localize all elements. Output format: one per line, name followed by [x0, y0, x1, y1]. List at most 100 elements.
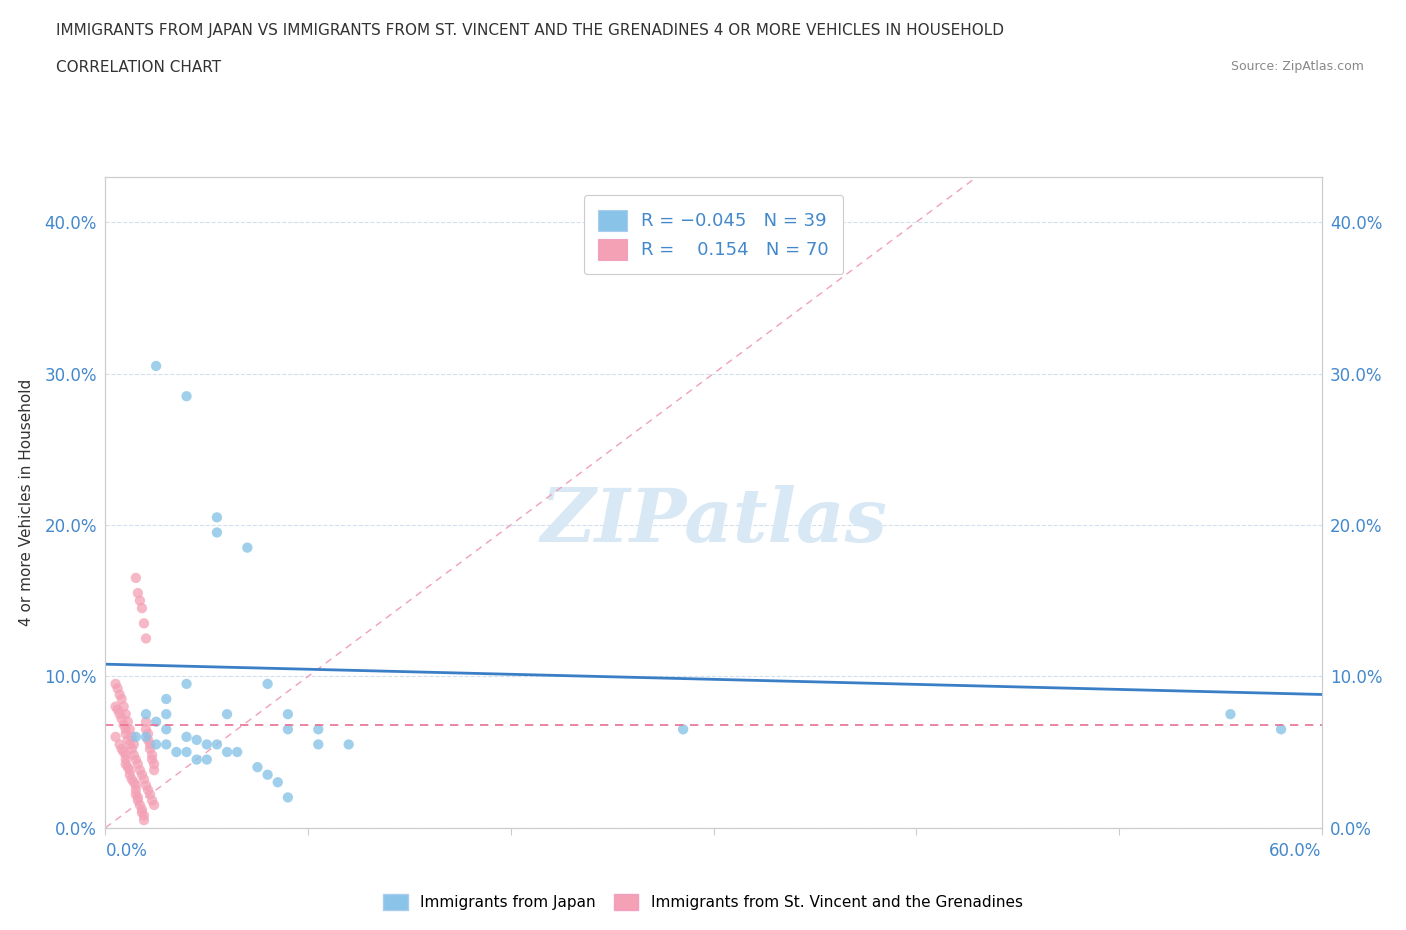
Point	[125, 570, 148, 585]
Point	[136, 733, 159, 748]
Point	[176, 676, 198, 691]
Point	[217, 745, 239, 760]
Point	[131, 805, 153, 820]
Point	[114, 748, 136, 763]
Point	[135, 729, 157, 744]
Text: 60.0%: 60.0%	[1270, 842, 1322, 859]
Point	[122, 775, 145, 790]
Point	[112, 717, 135, 732]
Point	[114, 757, 136, 772]
Point	[1219, 707, 1241, 722]
Point	[176, 389, 198, 404]
Point	[125, 777, 148, 792]
Point	[129, 798, 152, 813]
Point	[104, 676, 127, 691]
Point	[114, 726, 136, 741]
Point	[112, 699, 135, 714]
Point	[145, 358, 167, 373]
Point	[108, 707, 131, 722]
Point	[135, 722, 157, 737]
Point	[135, 707, 157, 722]
Point	[186, 752, 208, 767]
Point	[205, 510, 228, 525]
Point	[143, 798, 166, 813]
Point	[114, 707, 136, 722]
Point	[129, 593, 152, 608]
Point	[112, 745, 135, 760]
Point	[104, 729, 127, 744]
Point	[131, 767, 153, 782]
Point	[114, 722, 136, 737]
Point	[195, 737, 218, 751]
Point	[104, 699, 127, 714]
Point	[141, 748, 163, 763]
Point	[118, 737, 141, 751]
Text: IMMIGRANTS FROM JAPAN VS IMMIGRANTS FROM ST. VINCENT AND THE GRENADINES 4 OR MOR: IMMIGRANTS FROM JAPAN VS IMMIGRANTS FROM…	[56, 23, 1004, 38]
Point	[125, 752, 148, 767]
Point	[236, 540, 259, 555]
Point	[117, 733, 139, 748]
Point	[143, 763, 166, 777]
Legend: Immigrants from Japan, Immigrants from St. Vincent and the Grenadines: Immigrants from Japan, Immigrants from S…	[375, 886, 1031, 918]
Point	[111, 692, 134, 707]
Point	[107, 702, 129, 717]
Point	[127, 790, 149, 804]
Point	[141, 752, 163, 767]
Point	[139, 787, 162, 802]
Point	[141, 793, 163, 808]
Point	[1270, 722, 1292, 737]
Point	[277, 722, 299, 737]
Point	[277, 790, 299, 804]
Point	[111, 741, 134, 756]
Point	[226, 745, 249, 760]
Point	[337, 737, 360, 751]
Point	[205, 737, 228, 751]
Point	[195, 752, 218, 767]
Point	[127, 793, 149, 808]
Point	[131, 601, 153, 616]
Point	[121, 772, 143, 787]
Point	[136, 782, 159, 797]
Point	[125, 782, 148, 797]
Point	[246, 760, 269, 775]
Point	[205, 525, 228, 540]
Point	[108, 687, 131, 702]
Point	[145, 737, 167, 751]
Point	[135, 631, 157, 646]
Point	[122, 748, 145, 763]
Point	[125, 729, 148, 744]
Text: 0.0%: 0.0%	[105, 842, 148, 859]
Point	[132, 808, 155, 823]
Point	[186, 733, 208, 748]
Point	[155, 737, 177, 751]
Point	[129, 763, 152, 777]
Point	[136, 726, 159, 741]
Point	[125, 787, 148, 802]
Point	[121, 741, 143, 756]
Point	[121, 729, 143, 744]
Point	[256, 676, 278, 691]
Point	[155, 707, 177, 722]
Point	[127, 757, 149, 772]
Point	[131, 802, 153, 817]
Point	[176, 745, 198, 760]
Point	[217, 707, 239, 722]
Point	[118, 763, 141, 777]
Legend: R = −0.045   N = 39, R =    0.154   N = 70: R = −0.045 N = 39, R = 0.154 N = 70	[583, 195, 844, 274]
Point	[118, 722, 141, 737]
Text: CORRELATION CHART: CORRELATION CHART	[56, 60, 221, 75]
Point	[132, 813, 155, 828]
Point	[256, 767, 278, 782]
Point	[155, 722, 177, 737]
Point	[127, 586, 149, 601]
Point	[135, 777, 157, 792]
Point	[108, 737, 131, 751]
Point	[155, 692, 177, 707]
Point	[107, 681, 129, 696]
Point	[165, 745, 187, 760]
Point	[176, 729, 198, 744]
Point	[139, 741, 162, 756]
Text: Source: ZipAtlas.com: Source: ZipAtlas.com	[1230, 60, 1364, 73]
Point	[307, 737, 329, 751]
Point	[277, 707, 299, 722]
